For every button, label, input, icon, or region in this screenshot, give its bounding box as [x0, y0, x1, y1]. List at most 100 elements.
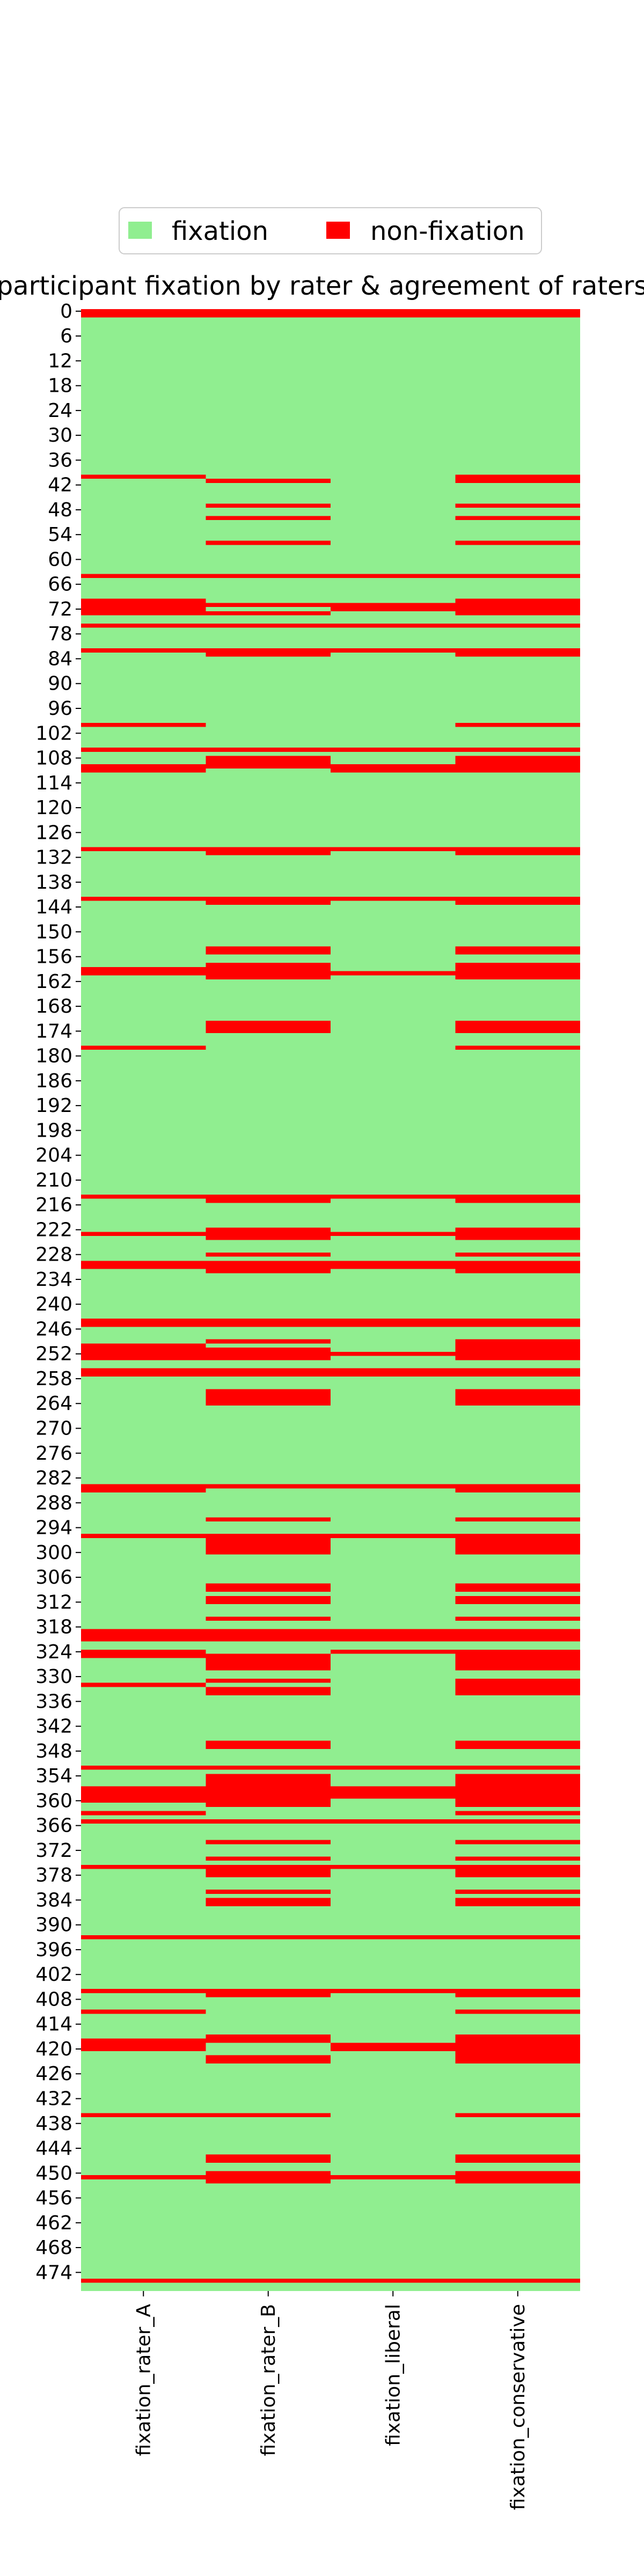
cell-non-fixation — [206, 1765, 331, 1770]
row-tick-label: 372 — [35, 1840, 72, 1862]
cell-non-fixation — [206, 1840, 331, 1845]
cell-non-fixation — [455, 1227, 580, 1240]
cell-non-fixation — [206, 1484, 331, 1489]
cell-non-fixation — [206, 648, 331, 657]
row-tick-label: 126 — [35, 822, 72, 844]
cell-non-fixation — [81, 1765, 206, 1770]
cell-non-fixation — [206, 896, 331, 905]
row-tick-label: 300 — [35, 1542, 72, 1564]
cell-non-fixation — [455, 1649, 580, 1671]
cell-non-fixation — [81, 1786, 206, 1803]
row-tick-label: 84 — [48, 648, 72, 670]
row-tick-label: 48 — [48, 499, 72, 521]
row-tick-label: 192 — [35, 1095, 72, 1117]
cell-non-fixation — [455, 1368, 580, 1377]
cell-non-fixation — [206, 963, 331, 979]
cell-non-fixation — [206, 847, 331, 855]
cell-non-fixation — [81, 764, 206, 773]
row-tick-label: 156 — [35, 946, 72, 968]
cell-non-fixation — [455, 1765, 580, 1770]
cell-non-fixation — [331, 1786, 456, 1799]
cell-non-fixation — [206, 1227, 331, 1240]
cell-non-fixation — [455, 1786, 580, 1807]
row-tick-label: 168 — [35, 996, 72, 1018]
row-tick-label: 318 — [35, 1616, 72, 1638]
cell-non-fixation — [331, 2175, 456, 2179]
cell-non-fixation — [331, 603, 456, 611]
cell-non-fixation — [206, 1653, 331, 1671]
row-tick-label: 270 — [35, 1418, 72, 1440]
cell-non-fixation — [206, 1935, 331, 1940]
row-tick-label: 336 — [35, 1690, 72, 1713]
cell-non-fixation — [331, 1194, 456, 1199]
cell-non-fixation — [455, 1261, 580, 1274]
cell-non-fixation — [455, 2154, 580, 2163]
cell-non-fixation — [455, 1774, 580, 1787]
cell-non-fixation — [206, 1319, 331, 1327]
cell-non-fixation — [206, 1596, 331, 1605]
cell-non-fixation — [206, 2055, 331, 2063]
row-tick-label: 462 — [35, 2212, 72, 2234]
cell-non-fixation — [455, 648, 580, 657]
row-tick-label: 432 — [35, 2088, 72, 2110]
row-tick-label: 222 — [35, 1219, 72, 1241]
row-tick-label: 450 — [35, 2162, 72, 2184]
row-tick-label: 42 — [48, 474, 72, 496]
cell-non-fixation — [206, 611, 331, 616]
cell-non-fixation — [206, 2154, 331, 2163]
row-tick-label: 402 — [35, 1964, 72, 1986]
row-tick-label: 30 — [48, 425, 72, 447]
row-tick-label: 384 — [35, 1889, 72, 1911]
cell-non-fixation — [331, 1351, 456, 1356]
row-tick-label: 66 — [48, 574, 72, 596]
cell-non-fixation — [81, 1864, 206, 1869]
cell-non-fixation — [455, 1583, 580, 1592]
cell-non-fixation — [331, 2043, 456, 2051]
row-tick-label: 96 — [48, 698, 72, 720]
legend-label: fixation — [172, 216, 268, 246]
row-tick-label: 354 — [35, 1765, 72, 1787]
cell-non-fixation — [331, 764, 456, 773]
row-tick-label: 108 — [35, 748, 72, 770]
cell-non-fixation — [206, 1021, 331, 1034]
cell-non-fixation — [455, 963, 580, 979]
cell-non-fixation — [455, 1252, 580, 1257]
cell-non-fixation — [81, 1045, 206, 1050]
cell-non-fixation — [81, 1629, 206, 1642]
cell-non-fixation — [206, 1786, 331, 1807]
cell-non-fixation — [455, 1989, 580, 1997]
cell-non-fixation — [81, 1682, 206, 1687]
cell-non-fixation — [455, 1856, 580, 1861]
cell-non-fixation — [331, 309, 456, 318]
cell-non-fixation — [206, 2113, 331, 2118]
row-tick-label: 294 — [35, 1517, 72, 1539]
row-tick-label: 216 — [35, 1194, 72, 1216]
row-tick-label: 414 — [35, 2014, 72, 2036]
cell-non-fixation — [455, 946, 580, 955]
cell-non-fixation — [455, 896, 580, 905]
cell-non-fixation — [455, 309, 580, 318]
cell-non-fixation — [331, 1819, 456, 1824]
row-tick-label: 174 — [35, 1020, 72, 1042]
row-tick-label: 228 — [35, 1244, 72, 1266]
row-tick-label: 138 — [35, 872, 72, 894]
cell-non-fixation — [455, 1740, 580, 1750]
cell-non-fixation — [331, 1368, 456, 1377]
row-tick-label: 438 — [35, 2113, 72, 2135]
cell-non-fixation — [81, 1819, 206, 1824]
cell-non-fixation — [81, 1484, 206, 1493]
row-tick-label: 120 — [35, 797, 72, 819]
row-tick-label: 186 — [35, 1070, 72, 1092]
row-tick-label: 78 — [48, 623, 72, 645]
cell-non-fixation — [455, 1811, 580, 1816]
cell-non-fixation — [331, 574, 456, 579]
row-tick-label: 24 — [48, 400, 72, 422]
cell-non-fixation — [331, 1261, 456, 1269]
cell-non-fixation — [455, 474, 580, 483]
heatmap-cells — [81, 309, 580, 2291]
cell-non-fixation — [455, 1864, 580, 1878]
cell-non-fixation — [455, 1629, 580, 1642]
row-tick-label: 36 — [48, 449, 72, 471]
cell-non-fixation — [81, 474, 206, 479]
cell-non-fixation — [81, 2113, 206, 2118]
